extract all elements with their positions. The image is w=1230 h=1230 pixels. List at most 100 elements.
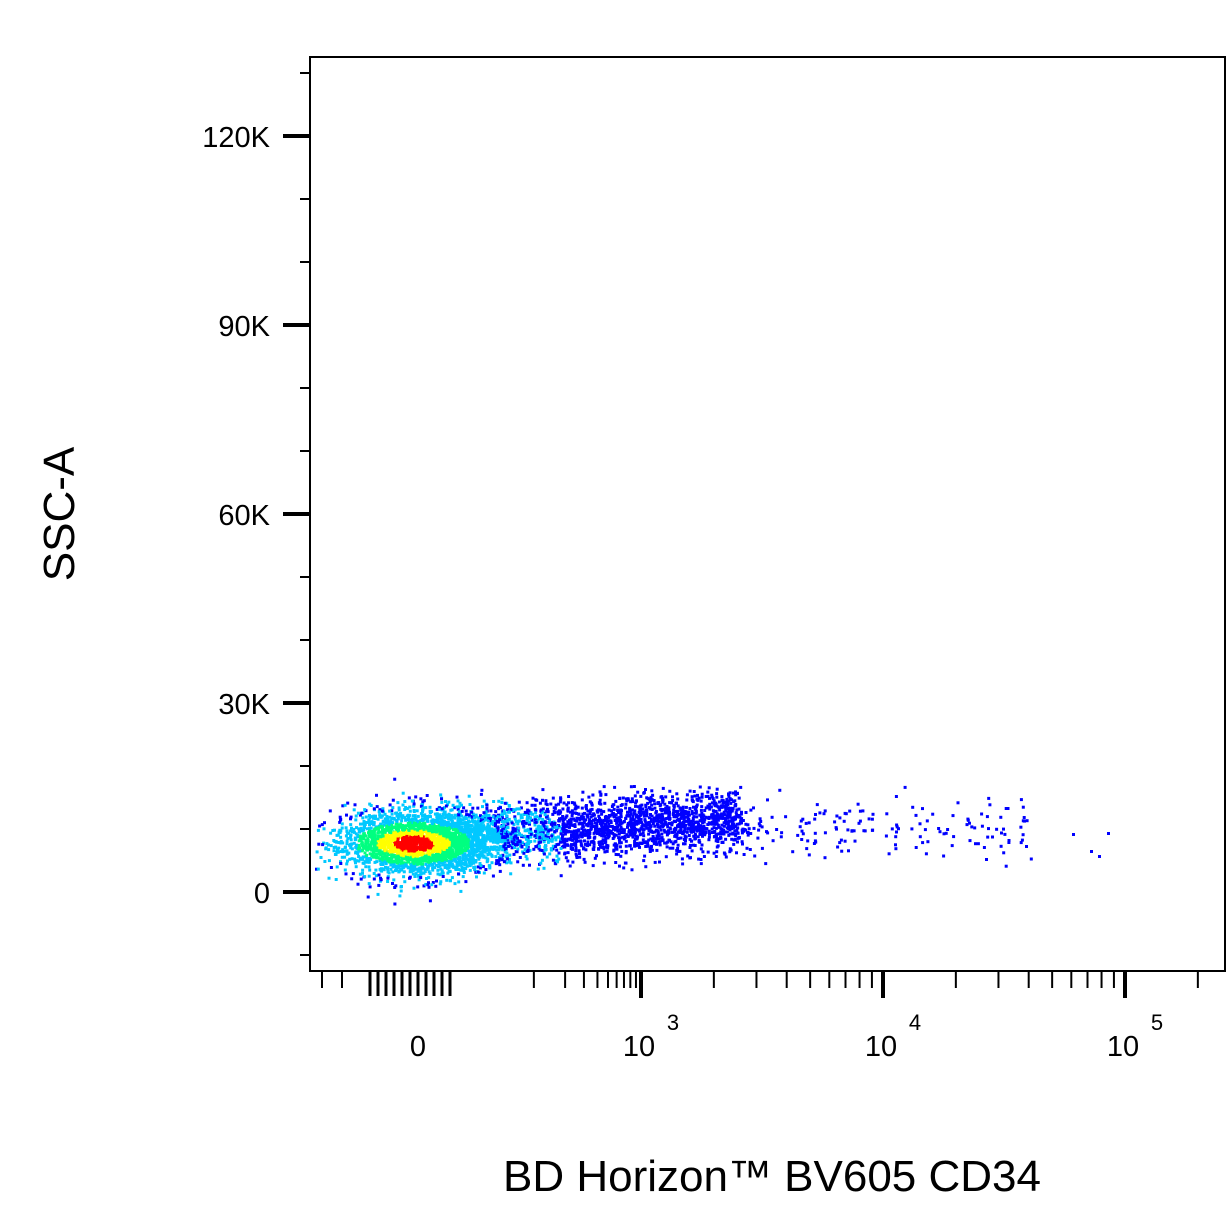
- data-point: [400, 816, 404, 820]
- data-point: [654, 840, 658, 844]
- data-point: [391, 837, 395, 840]
- data-point: [337, 841, 341, 844]
- data-point: [670, 830, 674, 834]
- data-point: [393, 902, 397, 906]
- data-point: [389, 831, 393, 835]
- data-point: [448, 832, 452, 835]
- data-point: [339, 860, 342, 864]
- data-point: [464, 846, 468, 850]
- data-point: [461, 858, 465, 862]
- data-point: [458, 825, 462, 829]
- data-point: [440, 859, 444, 862]
- data-point: [570, 843, 573, 847]
- data-point: [496, 826, 500, 830]
- data-point: [364, 842, 368, 846]
- data-point: [472, 861, 476, 865]
- data-point: [375, 853, 379, 857]
- data-point: [348, 843, 352, 847]
- data-point: [549, 839, 553, 843]
- data-point: [391, 806, 395, 810]
- data-point: [703, 827, 707, 830]
- data-point: [345, 839, 349, 843]
- data-point: [488, 817, 492, 820]
- data-point: [735, 808, 739, 812]
- data-point: [340, 826, 344, 830]
- data-point: [640, 803, 644, 807]
- data-point: [329, 844, 333, 848]
- data-point: [401, 861, 405, 865]
- data-point: [522, 813, 526, 816]
- data-point: [693, 794, 697, 798]
- data-point: [563, 817, 567, 821]
- data-point: [580, 827, 584, 831]
- data-point: [503, 850, 507, 854]
- data-point: [539, 825, 543, 829]
- data-point: [349, 815, 353, 819]
- data-point: [489, 837, 493, 841]
- data-point: [514, 834, 518, 838]
- data-point: [510, 840, 514, 844]
- data-point: [382, 823, 386, 827]
- data-point: [655, 834, 659, 838]
- data-point: [541, 835, 545, 839]
- data-point: [455, 840, 458, 844]
- data-point: [656, 818, 660, 821]
- data-point: [507, 810, 511, 814]
- data-point: [381, 852, 385, 856]
- data-point: [569, 844, 573, 848]
- data-point: [380, 809, 384, 813]
- data-point: [361, 816, 365, 820]
- data-point: [435, 807, 439, 811]
- data-point: [386, 833, 390, 837]
- data-point: [642, 791, 646, 794]
- data-point: [735, 828, 739, 832]
- data-point: [527, 842, 530, 846]
- data-point: [393, 831, 397, 835]
- data-point: [385, 840, 389, 843]
- data-point: [739, 812, 743, 816]
- data-point: [341, 804, 345, 808]
- data-point: [676, 843, 680, 847]
- data-point: [690, 795, 694, 799]
- data-point: [388, 838, 392, 842]
- data-point: [538, 836, 542, 840]
- data-point: [476, 806, 480, 810]
- data-point: [540, 849, 544, 852]
- data-point: [457, 810, 461, 814]
- data-point: [422, 827, 426, 831]
- data-point: [636, 805, 640, 809]
- data-point: [689, 843, 692, 847]
- data-point: [370, 815, 374, 819]
- data-point: [337, 846, 341, 850]
- data-point: [644, 841, 648, 845]
- data-point: [533, 834, 537, 838]
- data-point: [377, 883, 381, 887]
- data-point: [640, 842, 644, 845]
- data-point: [467, 838, 471, 842]
- data-point: [611, 837, 615, 840]
- data-point: [553, 811, 557, 815]
- data-point: [497, 799, 501, 803]
- data-point: [641, 823, 645, 827]
- data-point: [519, 816, 523, 819]
- data-point: [732, 816, 736, 820]
- data-point: [645, 810, 649, 814]
- data-point: [575, 812, 579, 815]
- data-point: [325, 842, 329, 846]
- data-point: [713, 804, 717, 808]
- data-point: [660, 820, 664, 824]
- data-point: [656, 814, 660, 818]
- data-point: [391, 839, 395, 843]
- data-point: [361, 868, 365, 872]
- data-point: [633, 844, 637, 848]
- data-point: [464, 842, 468, 846]
- data-point: [474, 836, 478, 839]
- data-point: [394, 869, 397, 873]
- data-point: [516, 812, 520, 816]
- data-point: [692, 805, 695, 809]
- data-point: [358, 849, 362, 853]
- data-point: [559, 829, 563, 833]
- data-point: [468, 868, 472, 872]
- data-point: [544, 799, 548, 803]
- data-point: [434, 829, 438, 833]
